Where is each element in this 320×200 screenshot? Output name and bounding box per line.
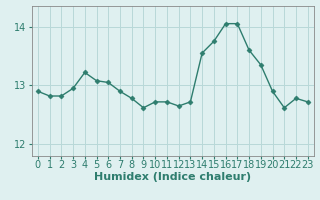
X-axis label: Humidex (Indice chaleur): Humidex (Indice chaleur) <box>94 172 252 182</box>
